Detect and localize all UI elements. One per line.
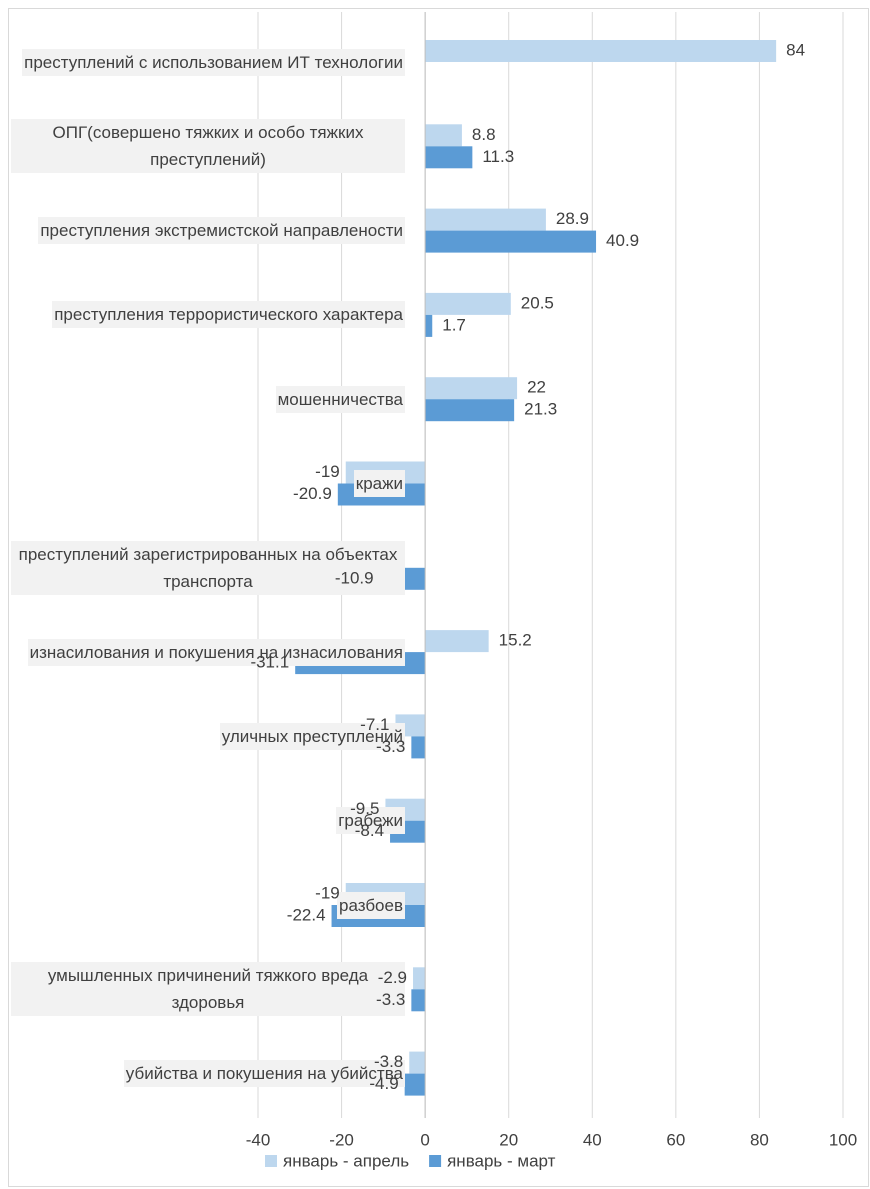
x-tick-label: 100: [829, 1130, 857, 1149]
category-label: преступления экстремистской направленост…: [38, 217, 405, 245]
category-label: умышленных причинений тяжкого вреда здор…: [11, 962, 405, 1017]
bar: [425, 377, 518, 400]
bar: [425, 124, 462, 147]
bar: [425, 292, 511, 315]
bar: [409, 1051, 426, 1074]
x-tick-label: -40: [246, 1130, 271, 1149]
x-tick-label: 0: [420, 1130, 429, 1149]
legend-swatch: [429, 1155, 442, 1167]
bar: [411, 989, 426, 1012]
bar: [425, 314, 433, 337]
category-label: преступления террористического характера: [52, 301, 405, 329]
bar: [425, 146, 473, 169]
bar: [425, 399, 515, 422]
category-label: кражи: [353, 470, 405, 497]
category-label: грабежи: [336, 807, 405, 835]
category-label: преступлений с использованием ИТ техноло…: [22, 48, 405, 76]
bar: [425, 630, 489, 653]
bar: [425, 40, 777, 62]
chart-border: [8, 8, 869, 1187]
bar: [425, 230, 597, 253]
category-label: разбоев: [337, 891, 405, 919]
bar: [404, 1073, 426, 1096]
category-label: преступлений зарегистрированных на объек…: [11, 540, 405, 595]
x-tick-label: 80: [750, 1130, 769, 1149]
category-label: мошенничества: [275, 385, 405, 413]
bar: [413, 967, 426, 990]
category-label: убийства и покушения на убийства: [123, 1060, 405, 1088]
x-tick-label: 60: [666, 1130, 685, 1149]
x-tick-label: -20: [329, 1130, 354, 1149]
legend-label: январь - апрель: [283, 1151, 409, 1170]
bar: [425, 208, 546, 231]
category-label: изнасилования и покушения на изнасилован…: [27, 638, 405, 666]
category-label: ОПГ(совершено тяжких и особо тяжких прес…: [11, 119, 405, 174]
x-tick-label: 20: [499, 1130, 518, 1149]
legend-label: январь - март: [447, 1151, 556, 1170]
bar: [411, 736, 426, 759]
category-label: уличных преступлений: [219, 722, 405, 750]
legend-swatch: [265, 1155, 277, 1167]
x-tick-label: 40: [583, 1130, 602, 1149]
